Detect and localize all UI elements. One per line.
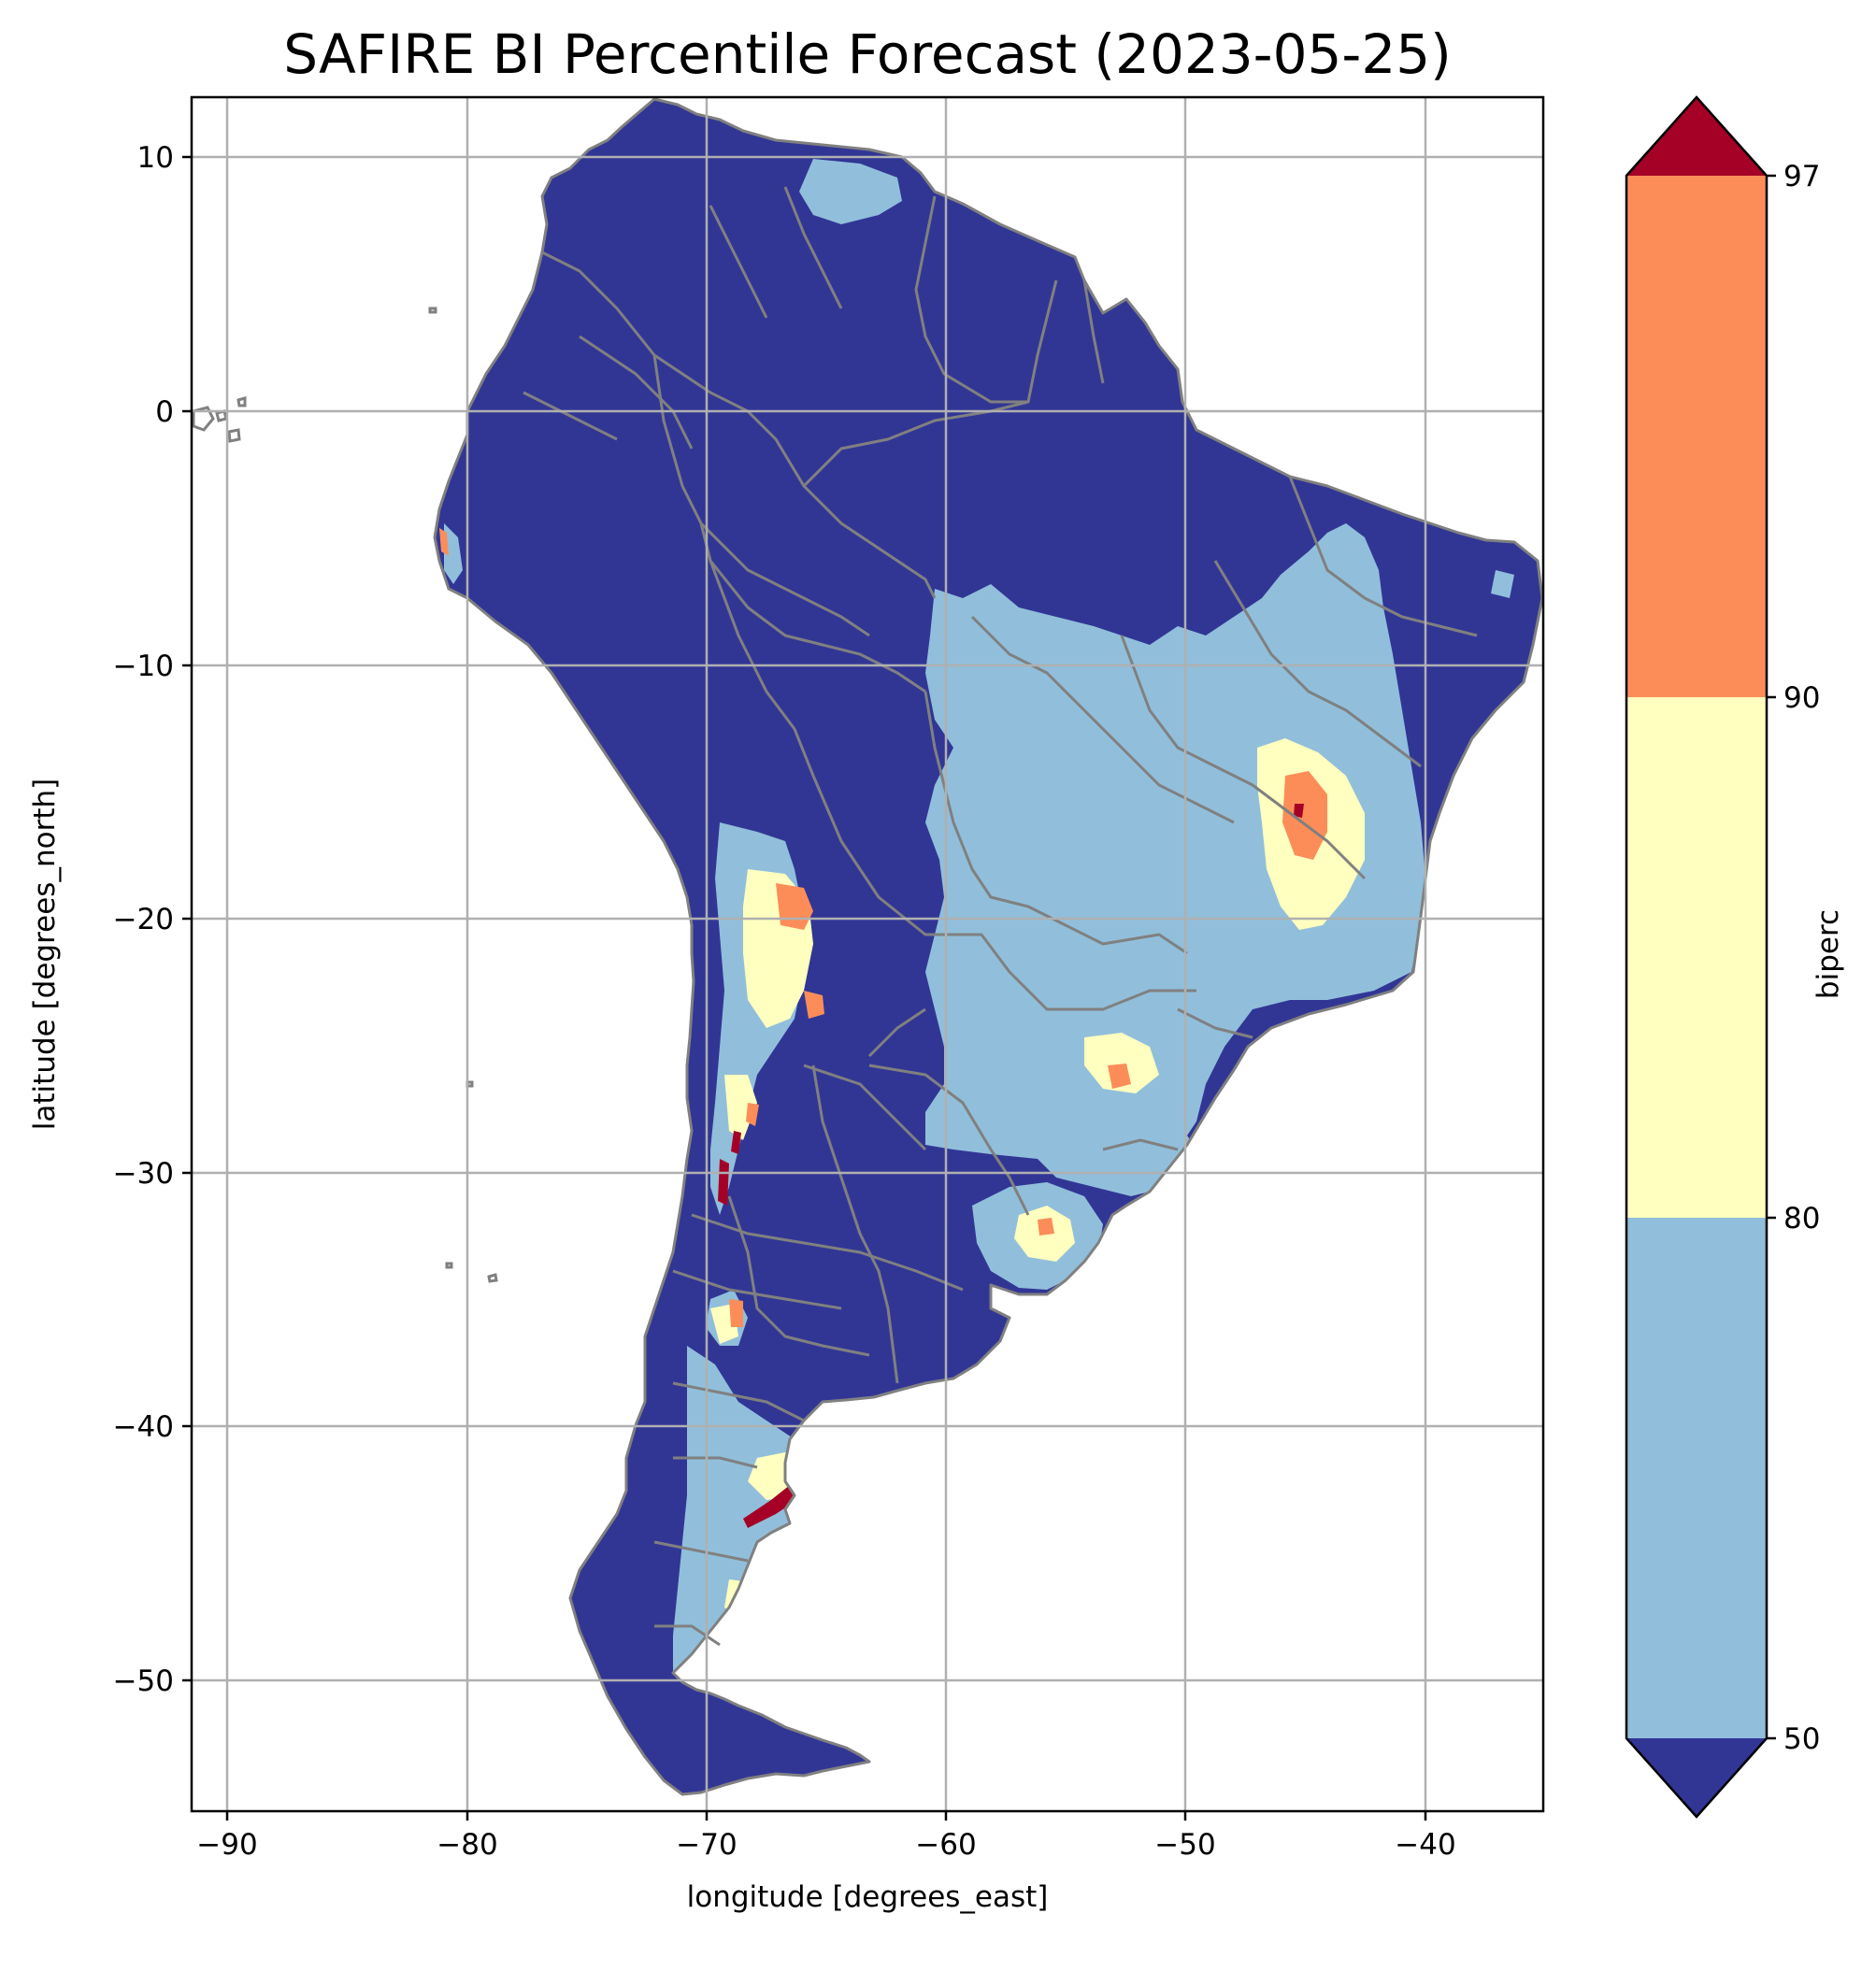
plot-area xyxy=(190,95,1545,1813)
offshore-islands xyxy=(428,307,498,1283)
colorbar-segment-90-97 xyxy=(1626,176,1767,697)
colorbar-extend-high xyxy=(1626,97,1767,176)
x-tick-label: −60 xyxy=(915,1828,976,1862)
y-tick-label: −50 xyxy=(113,1664,174,1698)
plot-frame xyxy=(190,95,1545,1813)
x-tick-label: −80 xyxy=(437,1828,497,1862)
x-axis-label: longitude [degrees_east] xyxy=(687,1880,1049,1914)
percentile-fields xyxy=(439,159,1514,1682)
x-axis: −90 −80 −70 −60 −50 −40 longitude [degre… xyxy=(196,1811,1456,1914)
y-axis: 10 0 −10 −20 −30 −40 −50 latitude [degre… xyxy=(28,141,192,1698)
colorbar-segment-80-90 xyxy=(1626,697,1767,1218)
y-tick-label: −40 xyxy=(113,1410,174,1444)
colorbar-extend-low xyxy=(1626,1738,1767,1817)
x-tick-label: −50 xyxy=(1154,1828,1215,1862)
colorbar: 97 90 80 50 biperc xyxy=(1625,95,1845,1819)
country-boundaries xyxy=(433,97,1543,1796)
x-tick-label: −70 xyxy=(676,1828,737,1862)
colorbar-tick-label: 80 xyxy=(1783,1202,1820,1235)
gridlines xyxy=(192,97,1543,1811)
colorbar-segment-50-80 xyxy=(1626,1218,1767,1738)
colorbar-tick-label: 90 xyxy=(1783,681,1820,715)
x-tick-label: −90 xyxy=(196,1828,257,1862)
colorbar-tick-label: 97 xyxy=(1783,160,1820,193)
y-tick-label: 10 xyxy=(137,141,174,175)
colorbar-label: biperc xyxy=(1812,909,1845,999)
y-tick-label: −10 xyxy=(113,650,174,683)
chart-title: SAFIRE BI Percentile Forecast (2023-05-2… xyxy=(283,22,1452,86)
y-tick-label: −30 xyxy=(113,1157,174,1191)
y-tick-label: −20 xyxy=(113,903,174,936)
colorbar-tick-label: 50 xyxy=(1783,1722,1820,1756)
x-tick-label: −40 xyxy=(1395,1828,1455,1862)
y-axis-label: latitude [degrees_north] xyxy=(28,778,62,1130)
zone-90-97 xyxy=(439,528,1327,1613)
y-tick-label: 0 xyxy=(155,395,174,429)
